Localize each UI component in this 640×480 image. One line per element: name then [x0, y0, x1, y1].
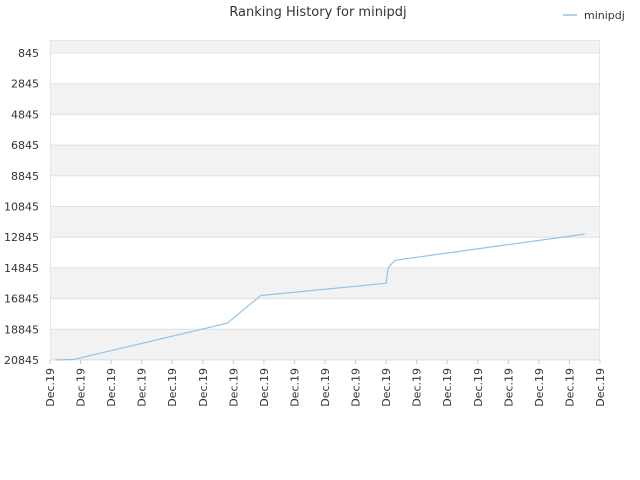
x-tick-label: Dec.19 [441, 368, 454, 407]
x-tick-label: Dec.19 [136, 368, 149, 407]
y-tick-label: 6845 [11, 139, 39, 152]
y-tick-label: 2845 [11, 78, 39, 91]
x-tick-label: Dec.19 [563, 368, 576, 407]
x-tick-label: Dec.19 [411, 368, 424, 407]
legend-label: minipdj [584, 9, 625, 22]
x-tick-label: Dec.19 [166, 368, 179, 407]
grid-band [50, 329, 600, 360]
y-tick-label: 16845 [4, 293, 39, 306]
y-tick-label: 10845 [4, 201, 39, 214]
x-axis-ticks: Dec.19 Dec.19 Dec.19 Dec.19 Dec.19 Dec.19 Dec.… [44, 360, 607, 407]
x-tick-label: Dec.19 [44, 368, 57, 407]
x-tick-label: Dec.19 [380, 368, 393, 407]
y-tick-label: 8845 [11, 170, 39, 183]
grid-band [50, 145, 600, 176]
y-tick-label: 20845 [4, 354, 39, 367]
chart-title: Ranking History for minipdj [229, 5, 406, 20]
y-tick-label: 14845 [4, 262, 39, 275]
chart-legend: minipdj [563, 9, 625, 22]
x-tick-label: Dec.19 [502, 368, 515, 407]
grid-band [50, 267, 600, 299]
y-axis-ticks: 845 2845 4845 6845 8845 10845 12845 14845 16845 1… [4, 47, 39, 367]
grid-band [50, 114, 600, 146]
grid-band [50, 206, 600, 238]
x-tick-label: Dec.19 [533, 368, 546, 407]
x-tick-label: Dec.19 [594, 368, 607, 407]
y-tick-label: 4845 [11, 108, 39, 121]
x-tick-label: Dec.19 [288, 368, 301, 407]
series-minipdj [56, 233, 585, 361]
x-tick-label: Dec.19 [319, 368, 332, 407]
series-line [56, 233, 585, 361]
grid-band [50, 40, 600, 53]
grid-band [50, 53, 600, 84]
x-tick-label: Dec.19 [227, 368, 240, 407]
y-tick-label: 18845 [4, 323, 39, 336]
background-bands [50, 40, 600, 360]
grid-band [50, 298, 600, 330]
grid-band [50, 237, 600, 268]
y-tick-label: 12845 [4, 231, 39, 244]
x-tick-label: Dec.19 [472, 368, 485, 407]
x-tick-label: Dec.19 [75, 368, 88, 407]
x-tick-label: Dec.19 [350, 368, 363, 407]
x-tick-label: Dec.19 [197, 368, 210, 407]
x-tick-label: Dec.19 [258, 368, 271, 407]
grid-band [50, 175, 600, 207]
x-tick-label: Dec.19 [105, 368, 118, 407]
y-tick-label: 845 [18, 47, 39, 60]
grid-band [50, 83, 600, 115]
